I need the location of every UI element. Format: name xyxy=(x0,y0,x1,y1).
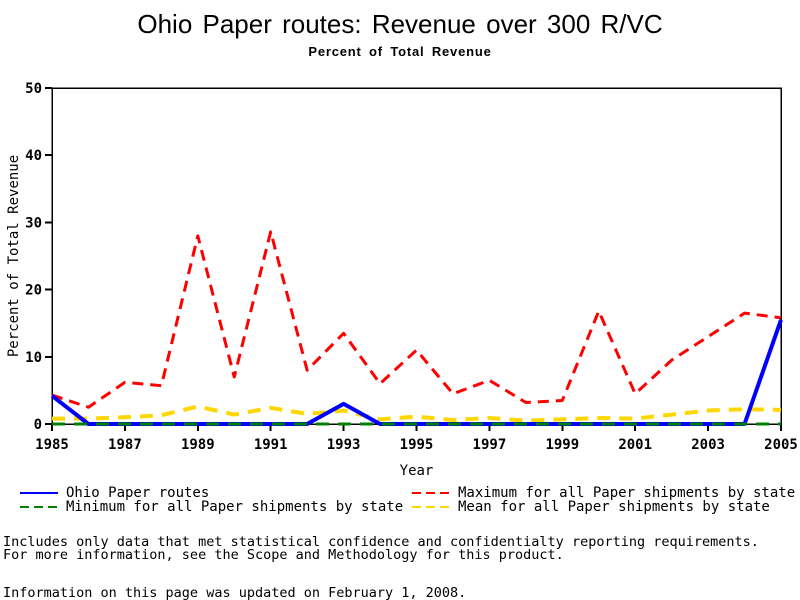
x-tick-label: 1993 xyxy=(327,437,361,453)
y-axis-title: Percent of Total Revenue xyxy=(6,155,22,357)
legend-swatch-minimum-line xyxy=(20,506,58,508)
x-tick-label: 1985 xyxy=(35,437,69,453)
x-tick-label: 1991 xyxy=(254,437,288,453)
y-tick-label: 30 xyxy=(25,215,42,231)
x-tick-label: 2003 xyxy=(691,437,725,453)
footnote-line-1: Includes only data that met statistical … xyxy=(3,534,759,550)
y-tick-label: 40 xyxy=(25,148,42,164)
x-tick-label: 1995 xyxy=(400,437,434,453)
footnotes: Includes only data that met statistical … xyxy=(3,536,800,600)
legend-label-mean: Mean for all Paper shipments by state xyxy=(458,499,770,515)
y-tick-label: 0 xyxy=(34,417,42,433)
legend-swatch-maximum-line xyxy=(412,492,450,494)
y-tick-label: 20 xyxy=(25,283,42,299)
x-tick-label: 1999 xyxy=(545,437,579,453)
plot-frame xyxy=(51,87,782,425)
plot-svg: 0 10 20 30 40 50 1985 1987 1989 1991 1993 1995 1997 1… xyxy=(6,81,798,479)
series-line-maximum xyxy=(51,230,782,409)
x-tick-label: 1987 xyxy=(108,437,142,453)
x-tick-label: 1997 xyxy=(473,437,507,453)
legend-swatch-mean-line xyxy=(412,506,450,508)
series-line-mean xyxy=(52,404,782,423)
y-tick-label: 10 xyxy=(25,350,42,366)
x-tick-label: 1989 xyxy=(181,437,215,453)
footnote-updated: Information on this page was updated on … xyxy=(3,585,467,600)
chart-title: Ohio Paper routes: Revenue over 300 R/VC xyxy=(137,9,663,39)
legend-label-minimum: Minimum for all Paper shipments by state xyxy=(66,499,404,515)
legend-swatch-ohio-line xyxy=(20,492,58,494)
series-line-ohio xyxy=(50,319,783,426)
y-tick-label: 50 xyxy=(25,81,42,97)
footnote-line-2: For more information, see the Scope and … xyxy=(3,546,564,563)
x-tick-label: 2005 xyxy=(764,437,798,453)
legend-item-ohio: Ohio Paper routes xyxy=(20,486,209,500)
legend-label-ohio: Ohio Paper routes xyxy=(66,485,210,501)
legend-item-maximum: Maximum for all Paper shipments by state xyxy=(412,486,795,500)
chart-subtitle: Percent of Total Revenue xyxy=(308,44,492,59)
legend-label-maximum: Maximum for all Paper shipments by state xyxy=(458,485,796,501)
legend-item-mean: Mean for all Paper shipments by state xyxy=(412,500,770,514)
x-tick-label: 2001 xyxy=(618,437,652,453)
x-axis-title: Year xyxy=(400,463,434,479)
legend-item-minimum: Minimum for all Paper shipments by state xyxy=(20,500,403,514)
